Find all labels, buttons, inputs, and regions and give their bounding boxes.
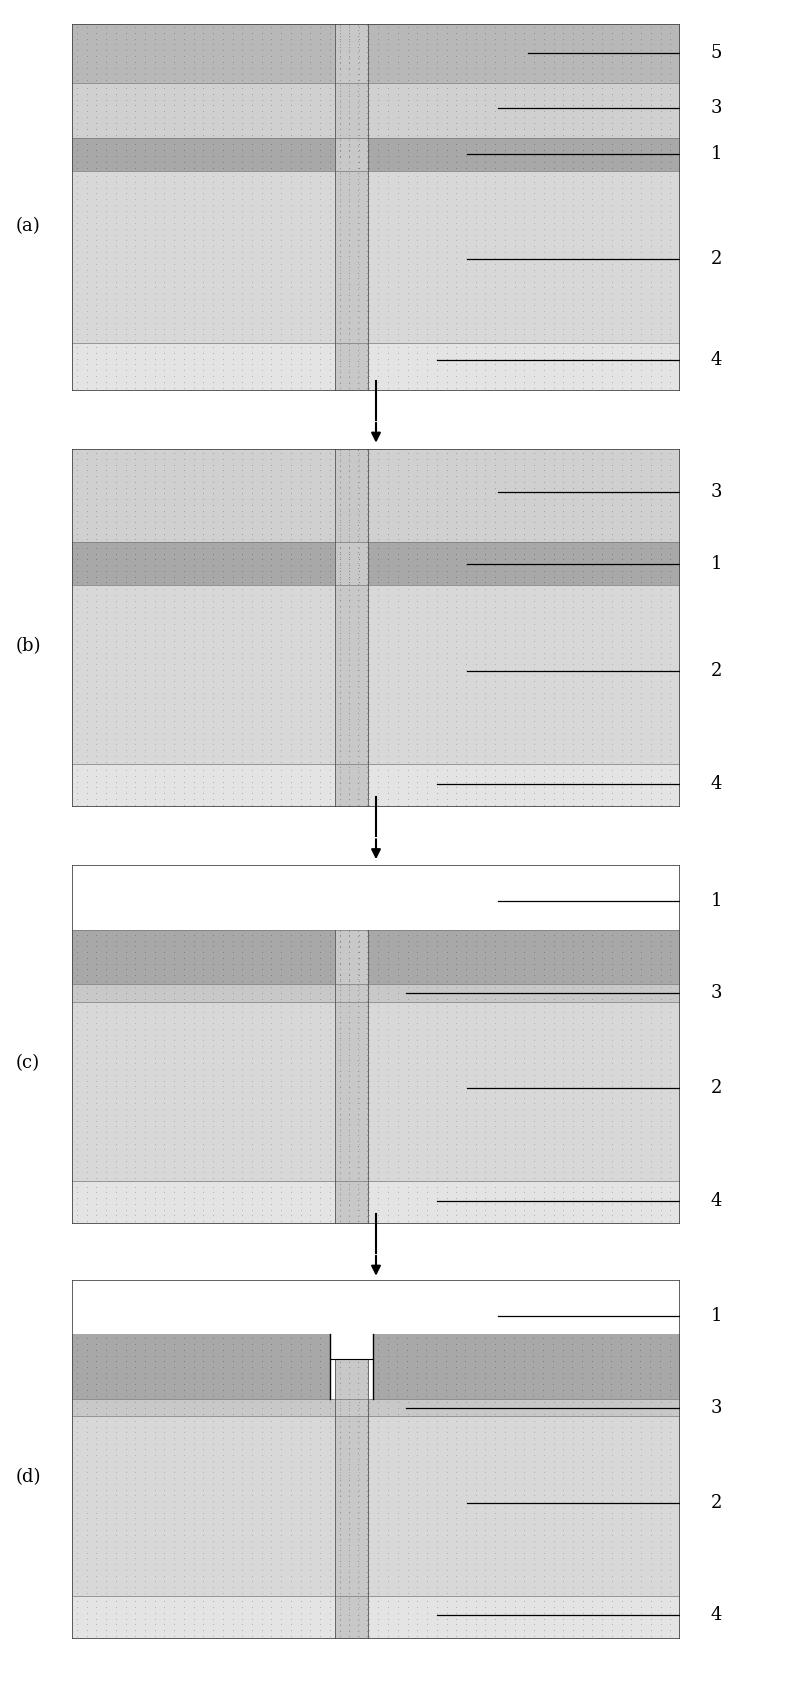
Text: (a): (a)	[16, 217, 41, 236]
Text: 2: 2	[710, 1079, 722, 1096]
Bar	[72, 543, 680, 586]
Bar	[72, 1398, 680, 1417]
Text: 1: 1	[710, 893, 722, 910]
Text: 3: 3	[710, 99, 722, 118]
Bar	[72, 1417, 680, 1596]
Text: 3: 3	[710, 1398, 722, 1417]
Text: (b): (b)	[16, 637, 42, 655]
Bar	[72, 343, 680, 391]
Bar	[72, 138, 680, 171]
Bar	[72, 1002, 680, 1181]
Text: 2: 2	[710, 249, 722, 268]
Bar	[72, 1181, 680, 1224]
Bar	[335, 930, 368, 1224]
Text: 3: 3	[710, 983, 722, 1002]
Text: 4: 4	[710, 1606, 722, 1625]
Text: (c): (c)	[16, 1053, 40, 1072]
Text: (d): (d)	[16, 1468, 42, 1487]
Text: 1: 1	[710, 1308, 722, 1325]
Text: 1: 1	[710, 555, 722, 572]
Bar	[335, 24, 368, 391]
Text: 2: 2	[710, 662, 722, 679]
Bar	[72, 171, 680, 343]
Bar	[72, 930, 680, 983]
Bar	[335, 1359, 368, 1639]
Text: 2: 2	[710, 1494, 722, 1511]
Bar	[72, 765, 680, 807]
Text: 4: 4	[710, 1191, 722, 1210]
Bar	[72, 983, 680, 1002]
Text: 4: 4	[710, 775, 722, 794]
Bar	[72, 82, 680, 138]
Bar	[330, 1335, 373, 1359]
Text: 1: 1	[710, 145, 722, 164]
Bar	[373, 1335, 680, 1398]
Text: 4: 4	[710, 350, 722, 369]
Bar	[335, 449, 368, 807]
Text: 5: 5	[710, 44, 722, 61]
Bar	[72, 1596, 680, 1639]
Bar	[72, 449, 680, 543]
Bar	[72, 24, 680, 82]
Bar	[72, 586, 680, 765]
Bar	[72, 1335, 330, 1398]
Text: 3: 3	[710, 483, 722, 500]
